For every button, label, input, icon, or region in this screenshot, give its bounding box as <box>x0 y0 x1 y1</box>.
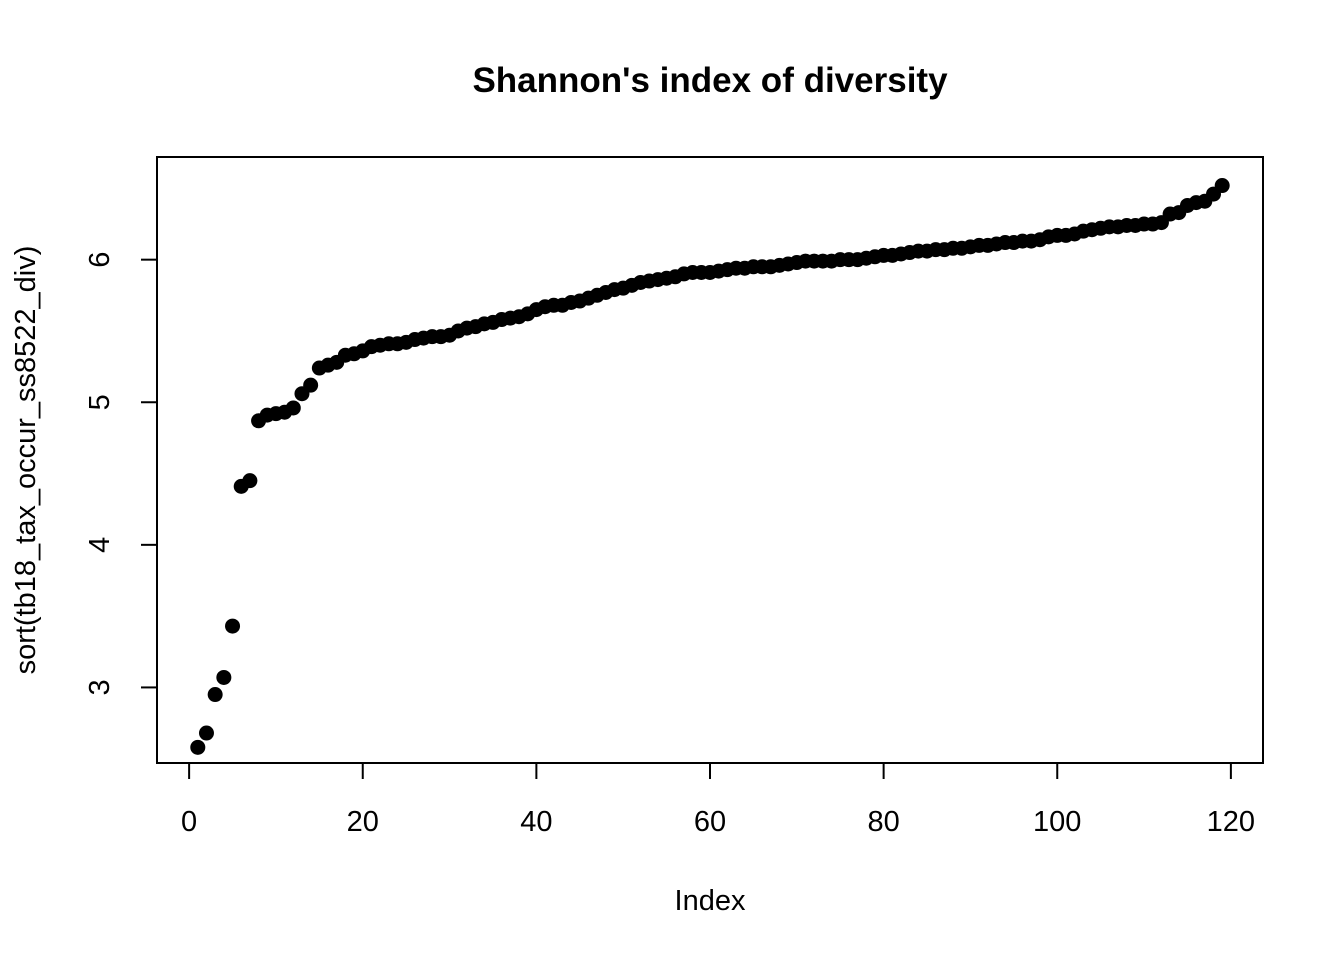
x-tick-label: 100 <box>1033 806 1081 838</box>
x-axis-label: Index <box>675 885 746 917</box>
x-tick-label: 40 <box>520 806 552 838</box>
data-point <box>285 400 301 416</box>
data-point <box>303 377 319 393</box>
data-point <box>225 618 241 634</box>
x-tick-label: 120 <box>1207 806 1255 838</box>
x-tick-label: 80 <box>867 806 899 838</box>
y-tick-label: 3 <box>84 679 116 695</box>
chart-title: Shannon's index of diversity <box>472 61 948 100</box>
x-tick-label: 0 <box>181 806 197 838</box>
data-point <box>1214 178 1230 194</box>
x-tick-label: 20 <box>347 806 379 838</box>
plot-frame <box>156 156 1264 764</box>
data-point <box>198 725 214 741</box>
x-tick-label: 60 <box>694 806 726 838</box>
x-axis: 0 20 40 60 80 100 120 <box>181 762 1255 838</box>
y-tick-label: 5 <box>84 394 116 410</box>
data-points <box>190 178 1230 755</box>
data-point <box>242 473 258 489</box>
data-point <box>207 687 223 703</box>
y-axis-label: sort(tb18_tax_occur_ss8522_div) <box>10 246 42 675</box>
y-tick-label: 4 <box>84 537 116 553</box>
y-axis: 3 4 5 6 <box>84 252 158 695</box>
y-tick-label: 6 <box>84 252 116 268</box>
data-point <box>190 739 206 755</box>
data-point <box>216 669 232 685</box>
